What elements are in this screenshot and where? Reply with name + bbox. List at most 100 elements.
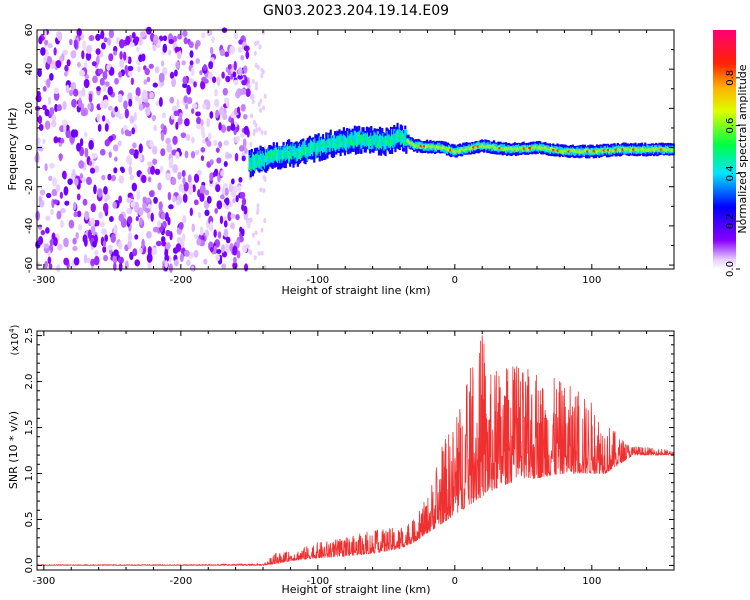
noise-fringe-mark [255,127,259,133]
noise-mark [93,165,100,173]
noise-mark [229,200,233,208]
noise-mark [108,135,114,142]
noise-mark [62,49,69,56]
noise-mark [225,75,231,83]
noise-mark [215,184,221,193]
noise-mark [245,88,251,97]
noise-mark [223,220,228,228]
noise-mark [193,199,199,206]
noise-mark [157,182,162,191]
noise-mark [220,170,224,177]
noise-mark [177,116,183,125]
noise-mark [147,246,153,256]
noise-mark [47,256,52,265]
noise-mark [108,151,112,159]
noise-mark [38,36,43,45]
noise-mark [150,165,156,175]
noise-mark [101,115,106,122]
noise-mark [182,193,188,203]
noise-mark [214,100,220,108]
noise-mark [56,104,62,112]
noise-mark [215,254,221,262]
noise-fringe-mark [259,107,263,113]
noise-mark [107,105,113,111]
noise-mark [124,260,129,270]
noise-mark [167,191,172,201]
noise-fringe-mark [260,73,264,79]
noise-mark [179,253,184,263]
noise-mark [225,197,230,206]
noise-mark [111,174,116,182]
noise-fringe-mark [254,41,258,47]
noise-fringe-mark [249,141,253,147]
noise-mark [112,144,119,152]
noise-mark [203,99,210,105]
noise-mark [44,260,48,269]
noise-mark [225,236,231,244]
noise-mark [199,226,204,236]
noise-mark [37,224,43,230]
spectrogram-x-tick-label: -300 [32,275,55,286]
spectrogram-y-tick-label: -60 [24,257,35,273]
noise-mark [124,64,128,75]
colorbar: 0.0 0.2 0.4 0.6 0.8 Normalized spectral ampl… [713,30,749,277]
noise-mark [82,40,86,51]
noise-mark [44,108,50,117]
snr-x-axis-label: Height of straight line (km) [281,583,430,596]
noise-mark [110,233,116,244]
noise-mark [113,224,118,235]
noise-mark [118,71,123,78]
noise-mark [145,106,151,117]
noise-mark [52,199,59,205]
noise-mark [132,248,138,257]
noise-mark [106,64,111,71]
noise-mark [222,87,228,96]
noise-mark [35,152,40,163]
noise-mark [187,174,192,183]
noise-mark [127,56,132,65]
noise-fringe-mark [251,232,255,238]
noise-mark [128,98,133,107]
noise-mark [232,261,238,270]
noise-mark [219,106,224,115]
noise-mark [200,119,204,127]
noise-mark [182,176,186,185]
noise-mark [138,143,143,154]
noise-mark [206,117,210,128]
noise-mark [232,198,236,204]
noise-mark [98,211,103,219]
noise-mark [239,226,243,233]
noise-mark [230,123,236,131]
noise-mark [216,248,222,254]
noise-mark [137,66,141,73]
noise-mark [193,173,200,183]
noise-mark [55,60,62,69]
noise-mark [158,201,163,211]
noise-mark [230,178,235,185]
noise-mark [102,70,108,80]
noise-mark [206,195,212,204]
noise-mark [183,181,189,192]
noise-mark [195,111,201,117]
noise-mark [64,64,69,72]
noise-mark [184,118,190,127]
snr-x-tick-label: -300 [32,576,55,587]
noise-mark [183,37,188,45]
noise-mark [236,106,241,114]
noise-mark [75,232,79,240]
noise-mark [134,201,140,212]
noise-mark [128,165,133,176]
noise-mark [175,151,180,160]
colorbar-tick-label: 0.0 [725,261,736,277]
noise-mark [247,83,251,90]
noise-mark [146,76,151,83]
noise-fringe-mark [249,217,253,223]
noise-mark [76,61,81,68]
noise-mark [68,89,74,97]
noise-mark [42,138,46,144]
noise-mark [134,234,139,240]
noise-mark [162,35,168,42]
noise-mark [129,148,135,155]
noise-mark [44,120,51,130]
